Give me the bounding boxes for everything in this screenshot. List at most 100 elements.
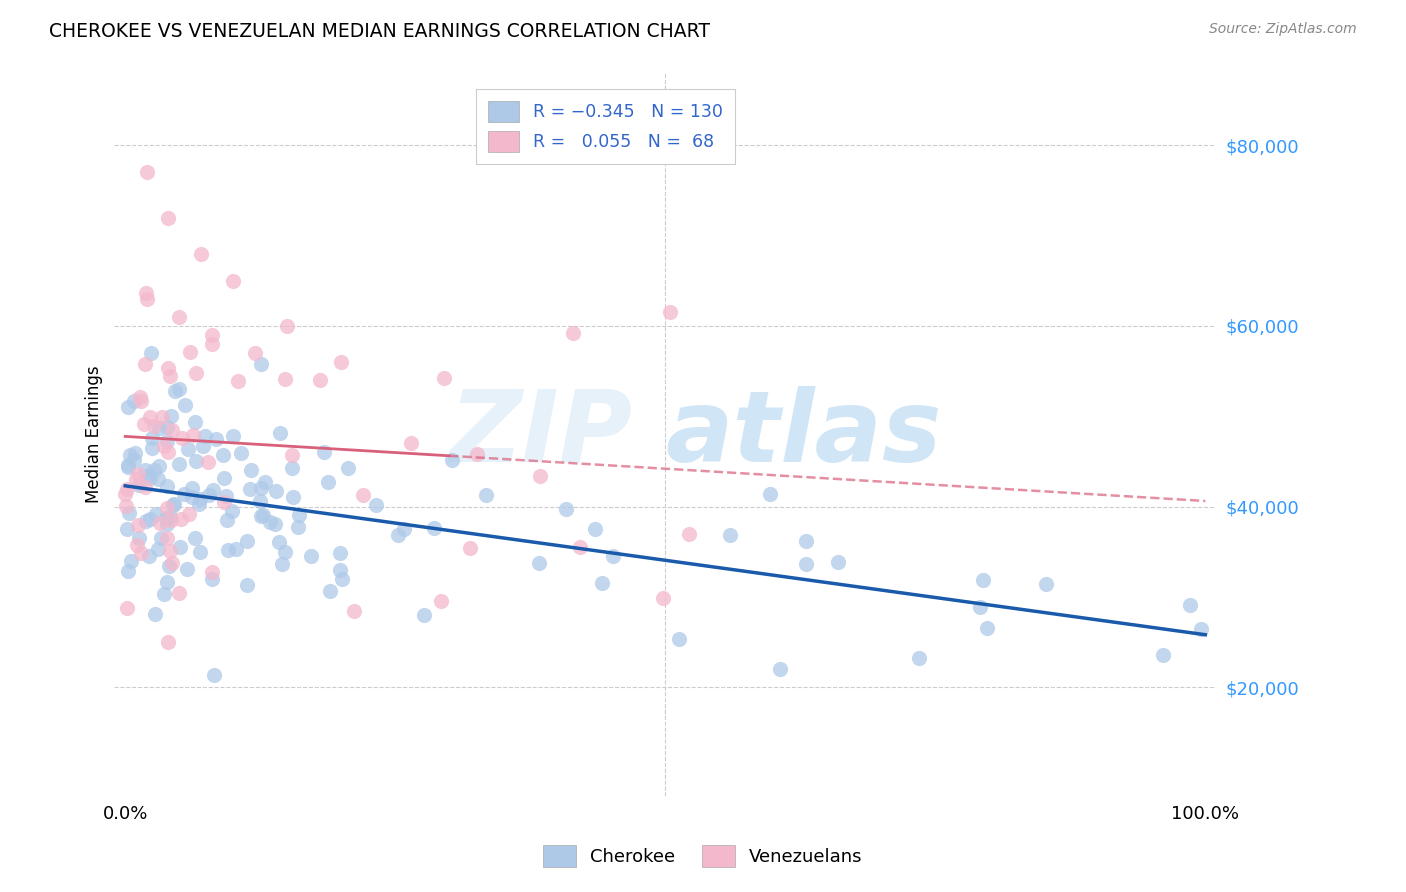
Point <box>142 463 165 477</box>
Y-axis label: Median Earnings: Median Earnings <box>86 366 103 503</box>
Point <box>554 501 576 516</box>
Point <box>240 463 263 477</box>
Point <box>269 535 291 549</box>
Point <box>527 556 550 570</box>
Point <box>215 489 238 503</box>
Point <box>128 390 150 404</box>
Point <box>183 531 205 545</box>
Point <box>155 420 177 434</box>
Point <box>115 500 138 514</box>
Point <box>330 355 353 369</box>
Point <box>274 545 297 559</box>
Point <box>212 448 235 462</box>
Point <box>134 463 156 477</box>
Point <box>117 400 139 414</box>
Point <box>190 545 212 559</box>
Point <box>176 562 198 576</box>
Point <box>794 557 817 571</box>
Point <box>569 540 592 554</box>
Point <box>114 487 136 501</box>
Point <box>173 487 195 501</box>
Point <box>139 346 162 360</box>
Point <box>343 604 366 618</box>
Point <box>153 587 176 601</box>
Point <box>129 394 152 409</box>
Point <box>191 440 214 454</box>
Point <box>392 522 415 536</box>
Point <box>159 409 181 424</box>
Point <box>149 531 172 545</box>
Point <box>149 516 172 531</box>
Point <box>160 513 183 527</box>
Point <box>139 471 162 485</box>
Point <box>188 497 211 511</box>
Point <box>226 375 249 389</box>
Point <box>827 556 849 570</box>
Text: Source: ZipAtlas.com: Source: ZipAtlas.com <box>1209 22 1357 37</box>
Point <box>231 446 253 460</box>
Point <box>976 621 998 635</box>
Point <box>125 538 148 552</box>
Point <box>217 543 239 558</box>
Point <box>115 601 138 615</box>
Point <box>141 431 163 445</box>
Point <box>330 572 353 586</box>
Point <box>118 449 141 463</box>
Point <box>160 423 183 437</box>
Point <box>170 511 193 525</box>
Point <box>181 491 204 505</box>
Point <box>329 563 352 577</box>
Point <box>281 449 304 463</box>
Legend: Cherokee, Venezuelans: Cherokee, Venezuelans <box>536 838 870 874</box>
Point <box>160 556 183 570</box>
Point <box>243 346 266 360</box>
Point <box>433 371 456 385</box>
Point <box>308 373 330 387</box>
Point <box>177 508 200 522</box>
Point <box>115 482 138 496</box>
Point <box>908 651 931 665</box>
Point <box>162 498 184 512</box>
Point <box>1152 648 1174 662</box>
Point <box>143 607 166 621</box>
Point <box>129 546 152 560</box>
Point <box>183 415 205 429</box>
Point <box>117 458 139 472</box>
Point <box>172 431 194 445</box>
Point <box>972 573 994 587</box>
Point <box>201 483 224 498</box>
Point <box>236 578 259 592</box>
Point <box>145 507 167 521</box>
Point <box>155 511 177 525</box>
Point <box>529 469 551 483</box>
Point <box>225 541 247 556</box>
Legend: R = −0.345   N = 130, R =   0.055   N =  68: R = −0.345 N = 130, R = 0.055 N = 68 <box>475 89 735 164</box>
Point <box>222 274 245 288</box>
Point <box>475 488 498 502</box>
Point <box>157 211 180 225</box>
Point <box>201 573 224 587</box>
Point <box>127 467 149 481</box>
Point <box>148 421 170 435</box>
Point <box>271 557 294 571</box>
Point <box>148 458 170 473</box>
Point <box>153 439 176 453</box>
Point <box>353 488 375 502</box>
Point <box>186 366 208 380</box>
Point <box>132 417 155 431</box>
Point <box>288 508 311 522</box>
Point <box>156 501 179 516</box>
Point <box>156 479 179 493</box>
Point <box>236 533 259 548</box>
Point <box>652 591 675 606</box>
Point <box>197 487 219 501</box>
Point <box>319 583 342 598</box>
Point <box>122 453 145 467</box>
Point <box>387 528 409 542</box>
Point <box>668 632 690 647</box>
Point <box>276 318 298 333</box>
Point <box>159 369 181 384</box>
Point <box>249 482 271 496</box>
Point <box>214 495 236 509</box>
Point <box>259 515 281 529</box>
